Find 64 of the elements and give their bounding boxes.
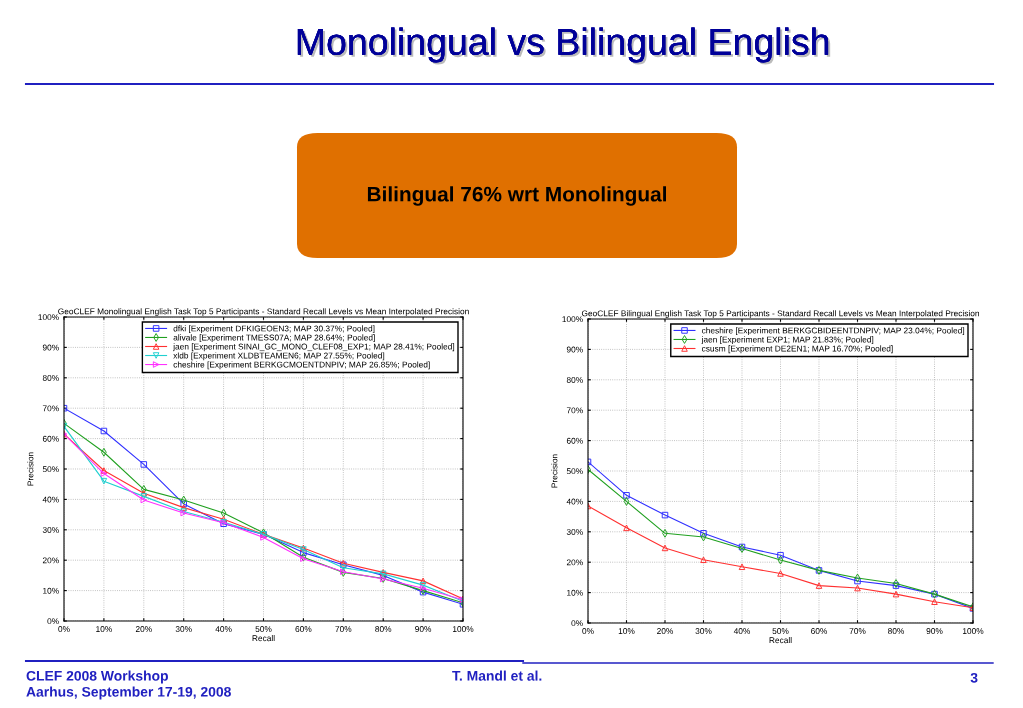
y-tick-label: 100%	[562, 316, 583, 323]
y-axis-title: Precision	[551, 454, 558, 488]
legend-label: dfki [Experiment DFKIGEOEN3; MAP 30.37%; Pooled]	[173, 325, 375, 334]
y-tick-label: 90%	[566, 346, 583, 353]
x-tick-label: 20%	[657, 628, 674, 634]
x-tick-label: 100%	[962, 628, 984, 634]
y-axis-title: Precision	[27, 452, 34, 486]
y-tick-label: 60%	[42, 435, 59, 442]
legend-label: alivale [Experiment TMESS07A; MAP 28.64%; Pooled]	[173, 334, 375, 343]
text: Monolingual vs Bilingual English	[297, 27, 831, 65]
x-tick-label: 40%	[215, 626, 232, 632]
text: 3	[970, 672, 978, 683]
chart-title: GeoCLEF Bilingual English Task Top 5 Participants - Standard Recall Levels vs Mean Interpolated Precision	[581, 310, 979, 318]
x-tick-label: 90%	[415, 626, 432, 632]
x-tick-label: 50%	[255, 626, 272, 632]
x-axis-title: Recall	[252, 635, 275, 642]
text: Aarhus, September 17-19, 2008	[26, 686, 231, 700]
y-tick-label: 50%	[566, 468, 583, 475]
x-tick-label: 80%	[888, 628, 905, 634]
text: CLEF 2008 Workshop	[26, 670, 168, 684]
y-tick-label: 40%	[566, 498, 583, 505]
x-tick-label: 80%	[375, 626, 392, 632]
legend-label: cheshire [Experiment BERKGCMOENTDNPIV; MAP 26.85%; Pooled]	[173, 361, 430, 370]
y-tick-label: 60%	[566, 437, 583, 444]
text: Bilingual 76% wrt Monolingual	[367, 186, 666, 206]
x-tick-label: 20%	[135, 626, 152, 632]
y-tick-label: 20%	[566, 559, 583, 566]
x-tick-label: 60%	[295, 626, 312, 632]
text: T. Mandl et al.	[452, 670, 542, 681]
y-tick-label: 20%	[42, 557, 59, 564]
x-tick-label: 100%	[452, 626, 474, 632]
x-tick-label: 60%	[811, 628, 828, 634]
y-tick-label: 0%	[571, 620, 583, 627]
y-tick-label: 90%	[42, 344, 59, 351]
x-axis-title: Recall	[769, 637, 792, 644]
y-tick-label: 30%	[42, 527, 59, 533]
x-tick-label: 10%	[96, 626, 112, 632]
x-tick-label: 30%	[175, 626, 192, 632]
legend-label: cheshire [Experiment BERKGCBIDEENTDNPIV; MAP 23.04%; Pooled]	[701, 327, 965, 336]
x-tick-label: 30%	[695, 628, 712, 634]
y-tick-label: 10%	[567, 589, 583, 596]
y-tick-label: 30%	[566, 529, 583, 535]
x-tick-label: 0%	[582, 628, 594, 634]
y-tick-label: 40%	[42, 496, 59, 503]
y-tick-label: 0%	[47, 618, 59, 625]
y-tick-label: 70%	[42, 405, 59, 412]
y-tick-label: 100%	[38, 314, 59, 321]
x-tick-label: 40%	[733, 628, 751, 634]
y-tick-label: 70%	[566, 407, 583, 414]
x-tick-label: 90%	[926, 628, 943, 634]
legend-label: jaen [Experiment SINAI_GC_MONO_CLEF08_EXP1; MAP 28.41%; Pooled]	[173, 343, 455, 352]
y-tick-label: 10%	[43, 587, 59, 594]
x-tick-label: 0%	[58, 626, 70, 632]
y-tick-label: 80%	[42, 375, 59, 381]
legend-label: jaen [Experiment EXP1; MAP 21.83%; Pooled]	[701, 336, 874, 345]
x-tick-label: 70%	[849, 628, 866, 634]
legend-label: xldb [Experiment XLDBTEAMEN6; MAP 27.55%; Pooled]	[173, 352, 385, 361]
x-tick-label: 10%	[618, 628, 635, 634]
legend-label: csusm [Experiment DE2EN1; MAP 16.70%; Pooled]	[701, 345, 893, 354]
y-tick-label: 50%	[42, 466, 59, 473]
y-tick-label: 80%	[566, 377, 583, 383]
x-tick-label: 70%	[335, 626, 352, 632]
x-tick-label: 50%	[772, 628, 789, 634]
chart-title: GeoCLEF Monolingual English Task Top 5 Participants - Standard Recall Levels vs Mean Interpolated Precision	[58, 308, 469, 316]
